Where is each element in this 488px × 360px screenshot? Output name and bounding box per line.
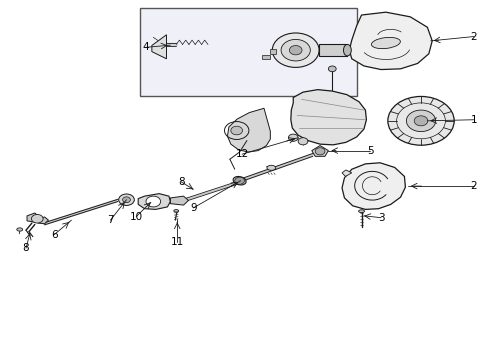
Polygon shape [290, 90, 366, 145]
Circle shape [387, 96, 453, 145]
Circle shape [119, 194, 134, 206]
Polygon shape [27, 213, 40, 222]
Text: 2: 2 [469, 32, 476, 41]
Circle shape [122, 197, 130, 203]
Text: 6: 6 [51, 230, 58, 239]
Ellipse shape [17, 228, 22, 231]
Text: 9: 9 [190, 203, 196, 213]
Circle shape [289, 45, 302, 55]
Circle shape [230, 126, 242, 135]
Text: 10: 10 [129, 212, 142, 221]
Circle shape [234, 177, 244, 184]
Polygon shape [341, 163, 405, 210]
Circle shape [328, 66, 335, 72]
Circle shape [315, 148, 325, 155]
Ellipse shape [358, 210, 364, 213]
Polygon shape [348, 12, 431, 69]
Ellipse shape [233, 176, 245, 185]
Circle shape [406, 110, 435, 132]
Text: 7: 7 [107, 215, 114, 225]
Text: 8: 8 [22, 243, 29, 253]
Bar [319, 44, 346, 56]
Circle shape [281, 40, 310, 61]
Polygon shape [341, 170, 351, 176]
Text: 8: 8 [178, 177, 184, 187]
Polygon shape [311, 145, 328, 156]
Ellipse shape [173, 210, 178, 212]
Text: 2: 2 [469, 181, 476, 191]
Circle shape [146, 196, 160, 207]
Polygon shape [170, 196, 188, 205]
Bar [261, 55, 270, 59]
Text: 11: 11 [170, 237, 183, 247]
Text: 4: 4 [142, 42, 149, 52]
Polygon shape [138, 194, 170, 210]
Ellipse shape [371, 37, 400, 49]
Text: 5: 5 [366, 145, 373, 156]
Ellipse shape [266, 165, 275, 170]
Bar [140, 8, 356, 96]
Circle shape [288, 134, 298, 141]
Polygon shape [152, 35, 166, 59]
Circle shape [413, 116, 427, 126]
Circle shape [272, 33, 319, 67]
Text: 3: 3 [377, 213, 384, 222]
Polygon shape [227, 108, 270, 152]
Bar [270, 49, 276, 54]
Text: 1: 1 [469, 115, 476, 125]
Circle shape [31, 215, 43, 223]
Text: 12: 12 [235, 149, 248, 159]
Ellipse shape [343, 44, 350, 56]
Polygon shape [38, 217, 48, 224]
Circle shape [298, 138, 307, 145]
